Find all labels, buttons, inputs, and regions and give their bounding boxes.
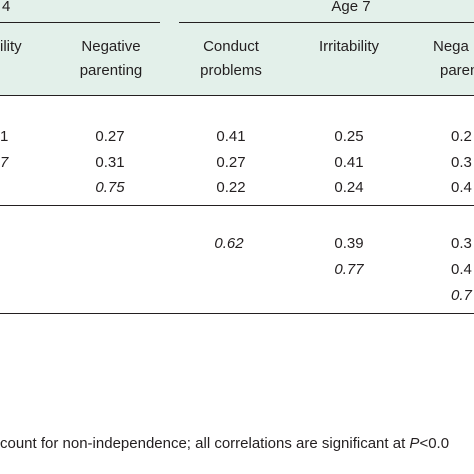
cell-r4-c4: 0.39: [334, 235, 364, 252]
col-header-age7-irritability: Irritability: [318, 38, 380, 55]
col-header-age4-irritability: ility: [0, 38, 22, 55]
cell-r2-c4: 0.41: [334, 154, 364, 171]
cell-r1-c1: 1: [0, 128, 9, 145]
col-header-age4-negative-parenting-line2: parenting: [79, 62, 143, 79]
footnote-text: count for non-independence; all correlat…: [0, 435, 450, 452]
table-footnote: count for non-independence; all correlat…: [0, 435, 449, 453]
col-header-age7-conduct-problems-line1: Conduct: [203, 38, 259, 55]
cell-r5-c5: 0.4: [451, 261, 472, 278]
section-divider-rule: [0, 205, 474, 206]
header-bottom-rule: [0, 95, 474, 96]
cell-r4-c3: 0.62: [214, 235, 244, 252]
cell-r1-c3: 0.41: [216, 128, 246, 145]
col-header-age7-negative-parenting-line2: parent: [440, 62, 474, 79]
group-rule-age7: [179, 22, 474, 23]
table-bottom-rule: [0, 313, 474, 314]
cell-r4-c5: 0.3: [451, 235, 472, 252]
cell-r3-c3: 0.22: [216, 179, 246, 196]
cell-r3-c4: 0.24: [334, 179, 364, 196]
col-header-age7-conduct-problems-line2: problems: [200, 62, 262, 79]
cell-r1-c2: 0.27: [95, 128, 125, 145]
cell-r2-c1: 7: [0, 154, 9, 171]
cell-r2-c3: 0.27: [216, 154, 246, 171]
group-header-age4: 4: [2, 0, 11, 15]
cell-r6-c5: 0.7: [451, 287, 472, 304]
cell-r2-c2: 0.31: [95, 154, 125, 171]
header-band: [0, 0, 474, 96]
group-header-age7: Age 7: [331, 0, 371, 15]
cell-r3-c5: 0.4: [451, 179, 472, 196]
cell-r1-c5: 0.2: [451, 128, 472, 145]
cell-r3-c2: 0.75: [95, 179, 125, 196]
col-header-age4-negative-parenting-line1: Negative: [81, 38, 141, 55]
cell-r2-c5: 0.3: [451, 154, 472, 171]
cell-r5-c4: 0.77: [334, 261, 364, 278]
col-header-age7-negative-parenting-line1: Nega: [433, 38, 469, 55]
cell-r1-c4: 0.25: [334, 128, 364, 145]
group-rule-age4: [0, 22, 160, 23]
